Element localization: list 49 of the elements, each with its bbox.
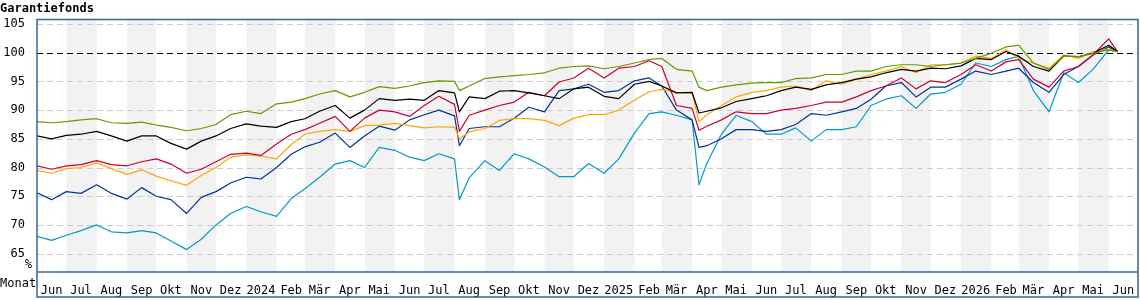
x-tick-label: Dez <box>577 283 600 298</box>
x-tick-label: Mai <box>725 283 747 298</box>
x-tick-label: Okt <box>874 283 897 298</box>
x-tick-label: Jul <box>784 283 807 298</box>
y-tick-label: 80 <box>10 159 25 174</box>
x-tick-label: Jun <box>398 283 421 298</box>
x-tick-label: Sep <box>130 283 153 298</box>
x-tick-label: Mai <box>1082 283 1104 298</box>
x-tick-label: Okt <box>517 283 540 298</box>
x-tick-label: Sep <box>488 283 511 298</box>
y-axis-title: % <box>24 257 33 272</box>
x-tick-label: Jul <box>428 283 450 298</box>
x-tick-label: Apr <box>695 283 718 298</box>
x-tick-label: Jun <box>1112 283 1135 298</box>
x-tick-label: Mär <box>665 283 688 298</box>
x-tick-label: Dez <box>219 283 242 298</box>
x-tick-label: Feb <box>638 283 660 298</box>
y-tick-label: 105 <box>3 16 25 31</box>
x-tick-label: Nov <box>548 283 570 298</box>
x-tick-label: Okt <box>160 283 182 298</box>
x-tick-label: Aug <box>458 283 481 298</box>
x-tick-label: 2025 <box>604 283 634 298</box>
y-tick-label: 75 <box>10 188 25 203</box>
x-tick-label: Nov <box>190 283 213 298</box>
x-tick-label: Jun <box>755 283 778 298</box>
y-tick-label: 90 <box>10 102 25 117</box>
x-tick-label: Jul <box>70 283 92 298</box>
x-tick-label: Mär <box>308 283 331 298</box>
x-tick-label: Mai <box>368 283 391 298</box>
x-tick-label: Jun <box>40 283 63 298</box>
x-tick-label: Apr <box>1052 283 1075 298</box>
x-tick-label: 2026 <box>961 283 991 298</box>
chart-title: Garantiefonds <box>0 1 94 16</box>
y-tick-label: 65 <box>10 245 25 260</box>
x-tick-label: 2024 <box>246 283 276 298</box>
x-tick-label: Apr <box>339 283 361 298</box>
x-tick-label: Mär <box>1022 283 1045 298</box>
x-axis-title: Monat <box>0 276 37 291</box>
y-tick-label: 70 <box>10 217 25 232</box>
x-tick-label: Feb <box>995 283 1017 298</box>
y-tick-label: 85 <box>10 130 25 145</box>
x-tick-label: Sep <box>845 283 868 298</box>
x-tick-label: Aug <box>815 283 837 298</box>
y-tick-label: 100 <box>3 44 25 59</box>
y-tick-label: 95 <box>10 73 25 88</box>
x-tick-label: Dez <box>934 283 957 298</box>
x-tick-label: Aug <box>100 283 123 298</box>
x-tick-label: Feb <box>280 283 303 298</box>
x-tick-label: Nov <box>905 283 927 298</box>
